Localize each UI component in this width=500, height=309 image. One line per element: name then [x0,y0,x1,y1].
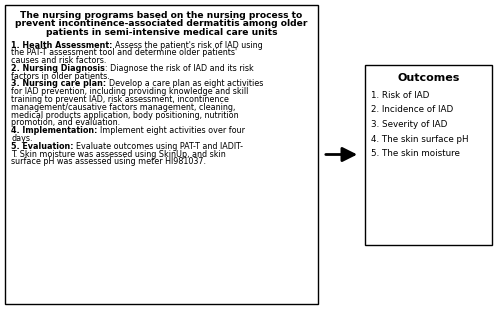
Bar [365,65,492,245]
Text: The nursing programs based on the nursing process to: The nursing programs based on the nursin… [20,11,302,20]
Text: 1. Risk of IAD: 1. Risk of IAD [371,91,430,100]
Text: the PAT-T assessment tool and determine older patients': the PAT-T assessment tool and determine … [11,48,237,57]
Text: training to prevent IAD, risk assessment, incontinence: training to prevent IAD, risk assessment… [11,95,229,104]
Text: Assess the patient's risk of IAD using: Assess the patient's risk of IAD using [115,40,263,49]
Text: 1. Health Assessment:: 1. Health Assessment: [11,40,115,49]
Text: Outcomes: Outcomes [398,73,460,83]
Text: factors in older patients.: factors in older patients. [11,72,110,81]
Text: 2. Nursing Diagnosis: 2. Nursing Diagnosis [11,64,105,73]
Text: 5. Evaluation:: 5. Evaluation: [11,142,76,151]
Text: days.: days. [11,134,32,143]
Text: Develop a care plan as eight activities: Develop a care plan as eight activities [109,79,263,88]
Text: Implement eight activities over four: Implement eight activities over four [100,126,245,135]
Text: causes and risk factors.: causes and risk factors. [11,56,106,65]
Text: patients in semi-intensive medical care units: patients in semi-intensive medical care … [46,28,277,37]
Text: for IAD prevention, including providing knowledge and skill: for IAD prevention, including providing … [11,87,248,96]
Text: 2. Incidence of IAD: 2. Incidence of IAD [371,105,453,115]
Text: medical products application, body positioning, nutrition: medical products application, body posit… [11,111,238,120]
Text: 5. The skin moisture: 5. The skin moisture [371,149,460,158]
Text: 4. The skin surface pH: 4. The skin surface pH [371,134,468,143]
Text: surface pH was assessed using meter HI981037.: surface pH was assessed using meter HI98… [11,158,206,167]
Text: prevent incontinence-associated dermatitis among older: prevent incontinence-associated dermatit… [16,19,308,28]
Text: 3. Severity of IAD: 3. Severity of IAD [371,120,448,129]
Text: Evaluate outcomes using PAT-T and IADIT-: Evaluate outcomes using PAT-T and IADIT- [76,142,243,151]
Text: T. Skin moisture was assessed using SkinUp, and skin: T. Skin moisture was assessed using Skin… [11,150,226,159]
Text: : Diagnose the risk of IAD and its risk: : Diagnose the risk of IAD and its risk [105,64,254,73]
Bar [5,5,318,304]
Text: 3. Nursing care plan:: 3. Nursing care plan: [11,79,109,88]
Text: promotion, and evaluation.: promotion, and evaluation. [11,118,120,128]
Text: 4. Implementation:: 4. Implementation: [11,126,100,135]
Text: management/causative factors management, cleaning,: management/causative factors management,… [11,103,235,112]
